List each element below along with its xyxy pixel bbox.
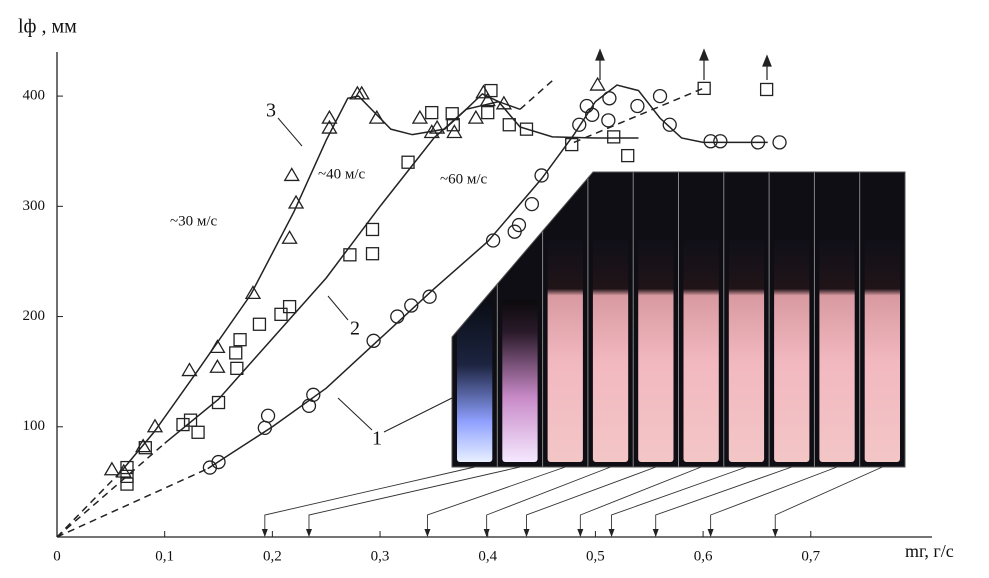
circle-marker xyxy=(631,100,644,113)
annotation: ~30 м/с xyxy=(170,213,218,229)
x-tick-label: 0,5 xyxy=(586,548,605,564)
flame xyxy=(819,240,854,462)
y-tick-label: 400 xyxy=(23,88,46,104)
square-marker xyxy=(367,248,379,260)
flame xyxy=(638,240,673,462)
flame xyxy=(548,240,583,462)
x-tick-label: 0,6 xyxy=(694,548,713,564)
photo-arrow xyxy=(609,529,615,537)
curve-label: 2 xyxy=(350,318,360,340)
flame xyxy=(684,240,719,462)
square-marker xyxy=(344,249,356,261)
square-marker xyxy=(231,362,243,374)
off-scale-arrows xyxy=(596,50,771,80)
x-axis-label: mг, г/с xyxy=(905,541,954,561)
square-marker xyxy=(482,107,494,119)
circle-marker xyxy=(602,114,615,127)
fit-curve xyxy=(57,443,165,537)
triangle-marker xyxy=(591,78,605,90)
fit-curve xyxy=(574,88,703,142)
square-marker xyxy=(192,426,204,438)
x-tick-label: 0,2 xyxy=(263,548,282,564)
circle-marker xyxy=(262,409,275,422)
photo-arrow xyxy=(577,529,583,537)
curve-label: 3 xyxy=(266,100,276,122)
y-tick-label: 100 xyxy=(23,418,46,434)
y-tick-label: 200 xyxy=(23,308,46,324)
photo-leader xyxy=(775,467,882,536)
fit-curve xyxy=(520,81,552,110)
circle-marker xyxy=(654,90,667,103)
circle-marker xyxy=(714,135,727,148)
label-leaders xyxy=(278,118,452,432)
photo-arrow xyxy=(708,529,714,537)
annotation: ~40 м/с xyxy=(318,166,366,182)
photo-leader xyxy=(487,467,611,536)
circle-marker xyxy=(663,118,676,131)
photo-arrow xyxy=(424,529,430,537)
triangle-marker xyxy=(105,463,119,475)
photo-arrow xyxy=(772,529,778,537)
triangle-marker xyxy=(246,286,260,298)
curve-label: 1 xyxy=(372,428,382,450)
flame xyxy=(865,240,900,462)
square-marker xyxy=(230,347,242,359)
triangle-marker xyxy=(182,364,196,376)
photo-leader xyxy=(526,467,655,536)
annotation: ~60 м/с xyxy=(440,171,488,187)
photo-leader xyxy=(711,467,837,536)
circle-marker xyxy=(773,136,786,149)
square-marker xyxy=(185,414,197,426)
square-marker xyxy=(253,318,265,330)
square-marker xyxy=(284,301,296,313)
flame xyxy=(774,240,809,462)
y-tick-label: 300 xyxy=(23,198,46,214)
circle-marker xyxy=(603,92,616,105)
triangle-marker xyxy=(370,111,384,123)
square-marker xyxy=(234,334,246,346)
square-marker xyxy=(622,150,634,162)
triangle-marker xyxy=(210,360,224,372)
triangle-marker xyxy=(469,111,483,123)
photo-inset xyxy=(452,172,905,467)
flame xyxy=(729,240,764,462)
y-axis-label: lф , мм xyxy=(18,16,77,38)
circle-marker xyxy=(573,118,586,131)
photo-leader xyxy=(309,467,520,536)
triangle-marker xyxy=(413,111,427,123)
triangle-marker xyxy=(285,168,299,180)
x-tick-label: 0,3 xyxy=(371,548,390,564)
x-tick-label: 0,4 xyxy=(478,548,497,564)
x-tick-label: 0,1 xyxy=(155,548,174,564)
photo-arrow xyxy=(523,529,529,537)
circle-marker xyxy=(525,198,538,211)
photo-arrow xyxy=(653,529,659,537)
flame xyxy=(593,240,628,462)
square-marker xyxy=(698,82,710,94)
x-tick-label: 0 xyxy=(53,548,61,564)
square-marker xyxy=(608,131,620,143)
photo-arrow xyxy=(262,529,268,537)
square-marker xyxy=(275,308,287,320)
photo-leader xyxy=(580,467,701,536)
square-marker xyxy=(503,119,515,131)
photo-leader xyxy=(612,467,747,536)
photo-arrow xyxy=(484,529,490,537)
flame xyxy=(502,300,537,462)
photo-arrow xyxy=(306,529,312,537)
fit-curve xyxy=(57,471,122,537)
chart: lф , мм mг, г/с 3 2 1 ~30 м/с ~40 м/с ~6… xyxy=(0,0,989,573)
circle-marker xyxy=(391,310,404,323)
triangle-marker xyxy=(283,231,297,243)
photo-leader xyxy=(427,467,565,536)
square-marker xyxy=(426,107,438,119)
square-marker xyxy=(761,83,773,95)
x-tick-label: 0,7 xyxy=(801,548,820,564)
circle-marker xyxy=(535,169,548,182)
square-marker xyxy=(367,223,379,235)
